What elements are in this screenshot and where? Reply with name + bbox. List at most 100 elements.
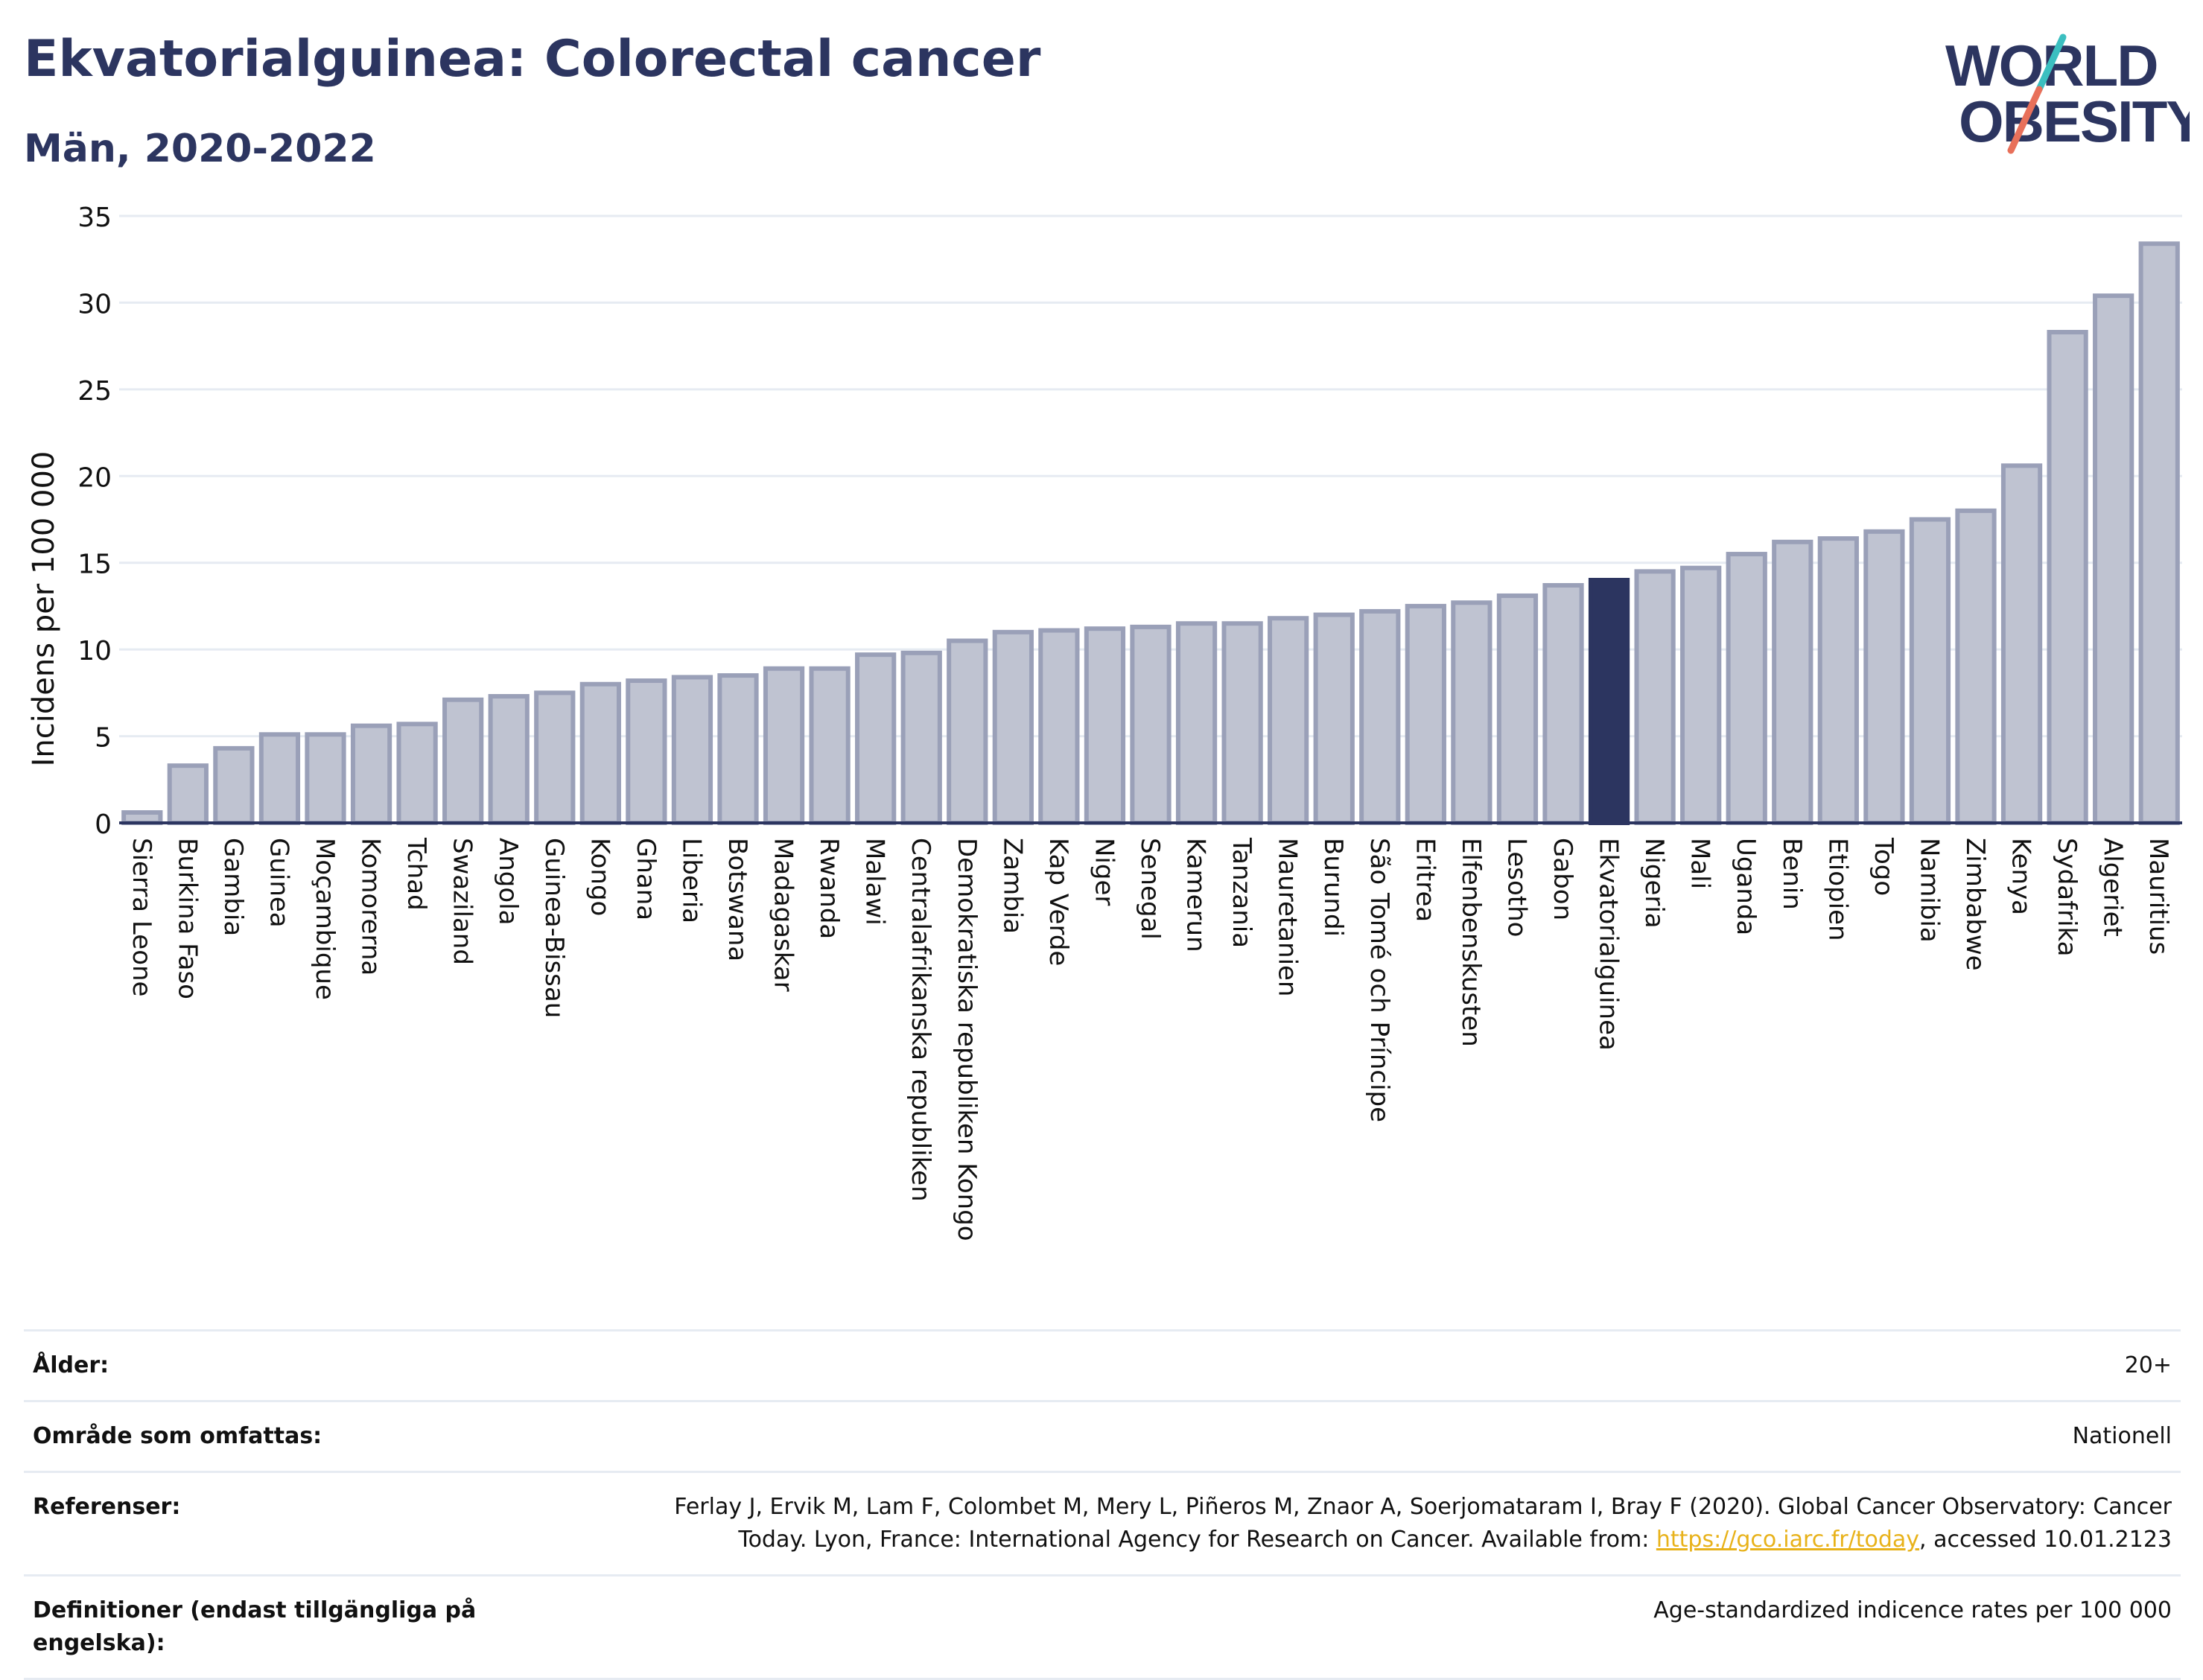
world-obesity-logo: WORLD OBESITY	[1945, 33, 2190, 154]
x-tick-label: Mauritius	[2143, 838, 2173, 955]
x-tick-label: Nigeria	[1639, 838, 1669, 929]
meta-row-coverage: Område som omfattas: Nationell	[24, 1401, 2181, 1472]
x-tick-label: Guinea-Bissau	[539, 838, 569, 1018]
x-axis-labels: Sierra Leone Burkina Faso Gambia Guinea Moça…	[127, 837, 2173, 1241]
x-tick-label: Ekvatorialguinea	[1594, 838, 1624, 1051]
page-title: Ekvatorialguinea: Colorectal cancer	[24, 30, 1041, 89]
bar-ekvatorialguinea	[1588, 578, 1630, 825]
bar-togo	[1863, 529, 1905, 825]
x-tick-label: Malawi	[860, 838, 890, 926]
bar-mauretanien	[1268, 616, 1309, 825]
x-tick-label: Centralafrikanska republiken	[906, 838, 935, 1202]
x-tick-label: Namibia	[1914, 838, 1944, 943]
age-label: Ålder:	[33, 1352, 109, 1378]
age-value: 20+	[2124, 1352, 2172, 1378]
references-link[interactable]: https://gco.iarc.fr/today	[1656, 1527, 1920, 1553]
x-tick-label: Mauretanien	[1273, 838, 1303, 997]
meta-row-references: Referenser: Ferlay J, Ervik M, Lam F, Co…	[24, 1471, 2181, 1576]
bar-niger	[1084, 626, 1126, 825]
y-tick-label: 20	[77, 462, 112, 493]
x-tick-label: Demokratiska republiken Kongo	[952, 838, 982, 1241]
bar-zambia	[992, 629, 1034, 825]
bar-kongo	[579, 681, 621, 826]
x-tick-label: São Tomé och Príncipe	[1364, 838, 1394, 1122]
bar-elfenbenskusten	[1451, 600, 1492, 825]
x-tick-label: Liberia	[676, 838, 706, 923]
references-line2-pre: Today. Lyon, France: International Agenc…	[738, 1527, 1656, 1553]
bar-ghana	[626, 678, 667, 825]
bar-komorerna	[350, 723, 392, 825]
y-tick-label: 15	[77, 550, 112, 580]
bar-kenya	[2000, 463, 2043, 825]
x-tick-label: Ghana	[631, 838, 661, 920]
x-tick-label: Kenya	[2006, 838, 2036, 915]
x-tick-label: Komorerna	[356, 838, 386, 976]
bar-mali	[1680, 565, 1722, 825]
bar-nigeria	[1634, 569, 1676, 825]
bar-swaziland	[442, 697, 484, 826]
bar-uganda	[1726, 552, 1767, 825]
bar-benin	[1772, 539, 1813, 825]
x-tick-label: Botswana	[722, 838, 752, 961]
references-line1: Ferlay J, Ervik M, Lam F, Colombet M, Me…	[674, 1494, 2172, 1520]
meta-row-definitions: Definitioner (endast tillgängliga på eng…	[24, 1575, 2181, 1679]
x-tick-label: Niger	[1089, 838, 1119, 906]
x-tick-label: Zimbabwe	[1960, 838, 1990, 971]
bars	[121, 241, 2180, 826]
x-tick-label: Algeriet	[2098, 838, 2128, 937]
bar-namibia	[1909, 517, 1951, 825]
y-axis-ticks: 0 5 10 15 20 25 30 35	[77, 203, 112, 840]
x-tick-label: Moçambique	[310, 838, 340, 1000]
x-tick-label: Kamerun	[1181, 838, 1211, 952]
bar-kamerun	[1175, 621, 1218, 825]
x-tick-label: Eritrea	[1410, 838, 1440, 922]
x-tick-label: Elfenbenskusten	[1456, 838, 1486, 1047]
bar-madagaskar	[763, 666, 805, 825]
x-tick-label: Lesotho	[1501, 838, 1531, 937]
x-tick-label: Gabon	[1548, 838, 1577, 920]
x-tick-label: Zambia	[997, 838, 1027, 934]
x-tick-label: Kongo	[585, 838, 614, 916]
references-label: Referenser:	[33, 1494, 181, 1520]
bar-burkina-faso	[167, 763, 209, 826]
bar-mauritius	[2138, 241, 2180, 825]
definitions-value: Age-standardized indicence rates per 100…	[1653, 1597, 2172, 1623]
x-tick-label: Tchad	[401, 837, 431, 911]
bar-kap-verde	[1038, 628, 1080, 825]
bar-rwanda	[809, 666, 851, 825]
y-tick-label: 25	[77, 376, 112, 407]
x-tick-label: Tanzania	[1227, 837, 1256, 948]
bar-sierra-leone	[121, 810, 163, 825]
bar-tanzania	[1221, 621, 1263, 825]
x-tick-label: Senegal	[1135, 838, 1165, 940]
x-tick-label: Togo	[1869, 837, 1898, 896]
y-tick-label: 35	[77, 203, 112, 233]
bar-demokratiska-republiken-kongo	[947, 638, 988, 825]
bar-angola	[488, 694, 530, 825]
x-tick-label: Kap Verde	[1043, 838, 1073, 966]
bar-senegal	[1130, 624, 1172, 825]
x-tick-label: Burundi	[1318, 838, 1348, 937]
bar-liberia	[671, 675, 713, 826]
x-tick-label: Benin	[1777, 838, 1807, 910]
bar-burundi	[1313, 612, 1355, 825]
x-tick-label: Sierra Leone	[127, 838, 156, 996]
bar-guinea-bissau	[534, 690, 576, 825]
bar-zimbabwe	[1955, 508, 1997, 825]
y-tick-label: 10	[77, 636, 112, 666]
x-tick-label: Mali	[1685, 838, 1715, 889]
x-tick-label: Sydafrika	[2052, 838, 2082, 956]
coverage-label: Område som omfattas:	[33, 1423, 322, 1449]
bar-malawi	[855, 652, 897, 826]
logo-line2: OBESITY	[1959, 89, 2190, 154]
x-tick-label: Uganda	[1731, 838, 1761, 935]
x-tick-label: Madagaskar	[769, 838, 798, 992]
meta-row-age: Ålder: 20+	[24, 1330, 2181, 1401]
bar-etiopien	[1817, 536, 1859, 825]
x-tick-label: Swaziland	[448, 838, 477, 965]
metadata-table: Ålder: 20+ Område som omfattas: Nationel…	[24, 1329, 2181, 1680]
bar-gambia	[213, 745, 255, 825]
definitions-label: Definitioner (endast tillgängliga på eng…	[33, 1597, 477, 1656]
bar-lesotho	[1496, 593, 1539, 825]
x-tick-label: Rwanda	[814, 838, 844, 939]
